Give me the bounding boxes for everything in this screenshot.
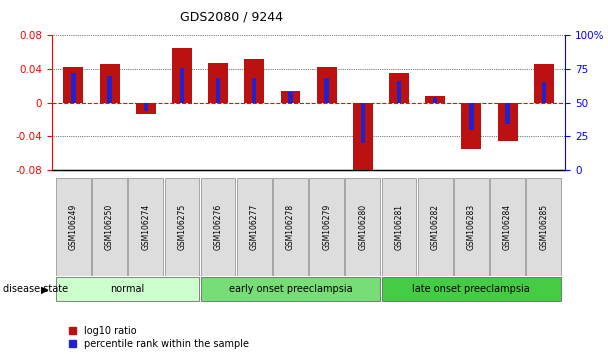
FancyBboxPatch shape [454, 178, 489, 276]
Text: GDS2080 / 9244: GDS2080 / 9244 [179, 11, 283, 24]
FancyBboxPatch shape [165, 178, 199, 276]
Bar [288, 92, 292, 103]
Bar [208, 63, 228, 103]
Bar [180, 68, 184, 103]
Bar [280, 91, 300, 103]
Text: GSM106276: GSM106276 [213, 204, 223, 250]
FancyBboxPatch shape [201, 178, 235, 276]
Text: GSM106277: GSM106277 [250, 204, 259, 250]
FancyBboxPatch shape [128, 178, 163, 276]
Bar [389, 73, 409, 103]
FancyBboxPatch shape [309, 178, 344, 276]
Text: GSM106282: GSM106282 [430, 204, 440, 250]
Bar [461, 103, 482, 149]
Bar [534, 64, 554, 103]
Bar [252, 79, 257, 103]
Bar [136, 103, 156, 114]
Text: early onset preeclampsia: early onset preeclampsia [229, 284, 352, 295]
Bar [353, 103, 373, 174]
Text: GSM106274: GSM106274 [141, 204, 150, 250]
Text: GSM106249: GSM106249 [69, 204, 78, 250]
Bar [143, 103, 148, 111]
Text: GSM106283: GSM106283 [467, 204, 476, 250]
FancyBboxPatch shape [237, 178, 272, 276]
FancyBboxPatch shape [490, 178, 525, 276]
Text: GSM106284: GSM106284 [503, 204, 512, 250]
Bar [172, 48, 192, 103]
Bar [108, 76, 112, 103]
FancyBboxPatch shape [382, 178, 416, 276]
Text: ▶: ▶ [41, 284, 49, 295]
Bar [244, 59, 264, 103]
Bar [469, 103, 474, 130]
Text: disease state: disease state [3, 284, 68, 295]
Text: normal: normal [111, 284, 145, 295]
FancyBboxPatch shape [527, 178, 561, 276]
Text: GSM106279: GSM106279 [322, 204, 331, 250]
Bar [425, 96, 445, 103]
Bar [505, 103, 510, 124]
FancyBboxPatch shape [92, 178, 127, 276]
Text: GSM106278: GSM106278 [286, 204, 295, 250]
Bar [63, 67, 83, 103]
Text: GSM106280: GSM106280 [358, 204, 367, 250]
Legend: log10 ratio, percentile rank within the sample: log10 ratio, percentile rank within the … [69, 326, 249, 349]
Text: GSM106285: GSM106285 [539, 204, 548, 250]
FancyBboxPatch shape [56, 278, 199, 301]
Bar [71, 73, 75, 103]
FancyBboxPatch shape [345, 178, 380, 276]
Text: late onset preeclampsia: late onset preeclampsia [412, 284, 530, 295]
FancyBboxPatch shape [56, 178, 91, 276]
FancyBboxPatch shape [273, 178, 308, 276]
Bar [361, 103, 365, 143]
Bar [497, 103, 517, 141]
Bar [216, 79, 220, 103]
Bar [542, 82, 546, 103]
Bar [325, 79, 329, 103]
Text: GSM106281: GSM106281 [395, 204, 404, 250]
Bar [100, 64, 120, 103]
FancyBboxPatch shape [201, 278, 380, 301]
Text: GSM106275: GSM106275 [178, 204, 187, 250]
FancyBboxPatch shape [382, 278, 561, 301]
FancyBboxPatch shape [418, 178, 452, 276]
Bar [317, 67, 337, 103]
Bar [397, 81, 401, 103]
Text: GSM106250: GSM106250 [105, 204, 114, 250]
Bar [433, 97, 437, 103]
